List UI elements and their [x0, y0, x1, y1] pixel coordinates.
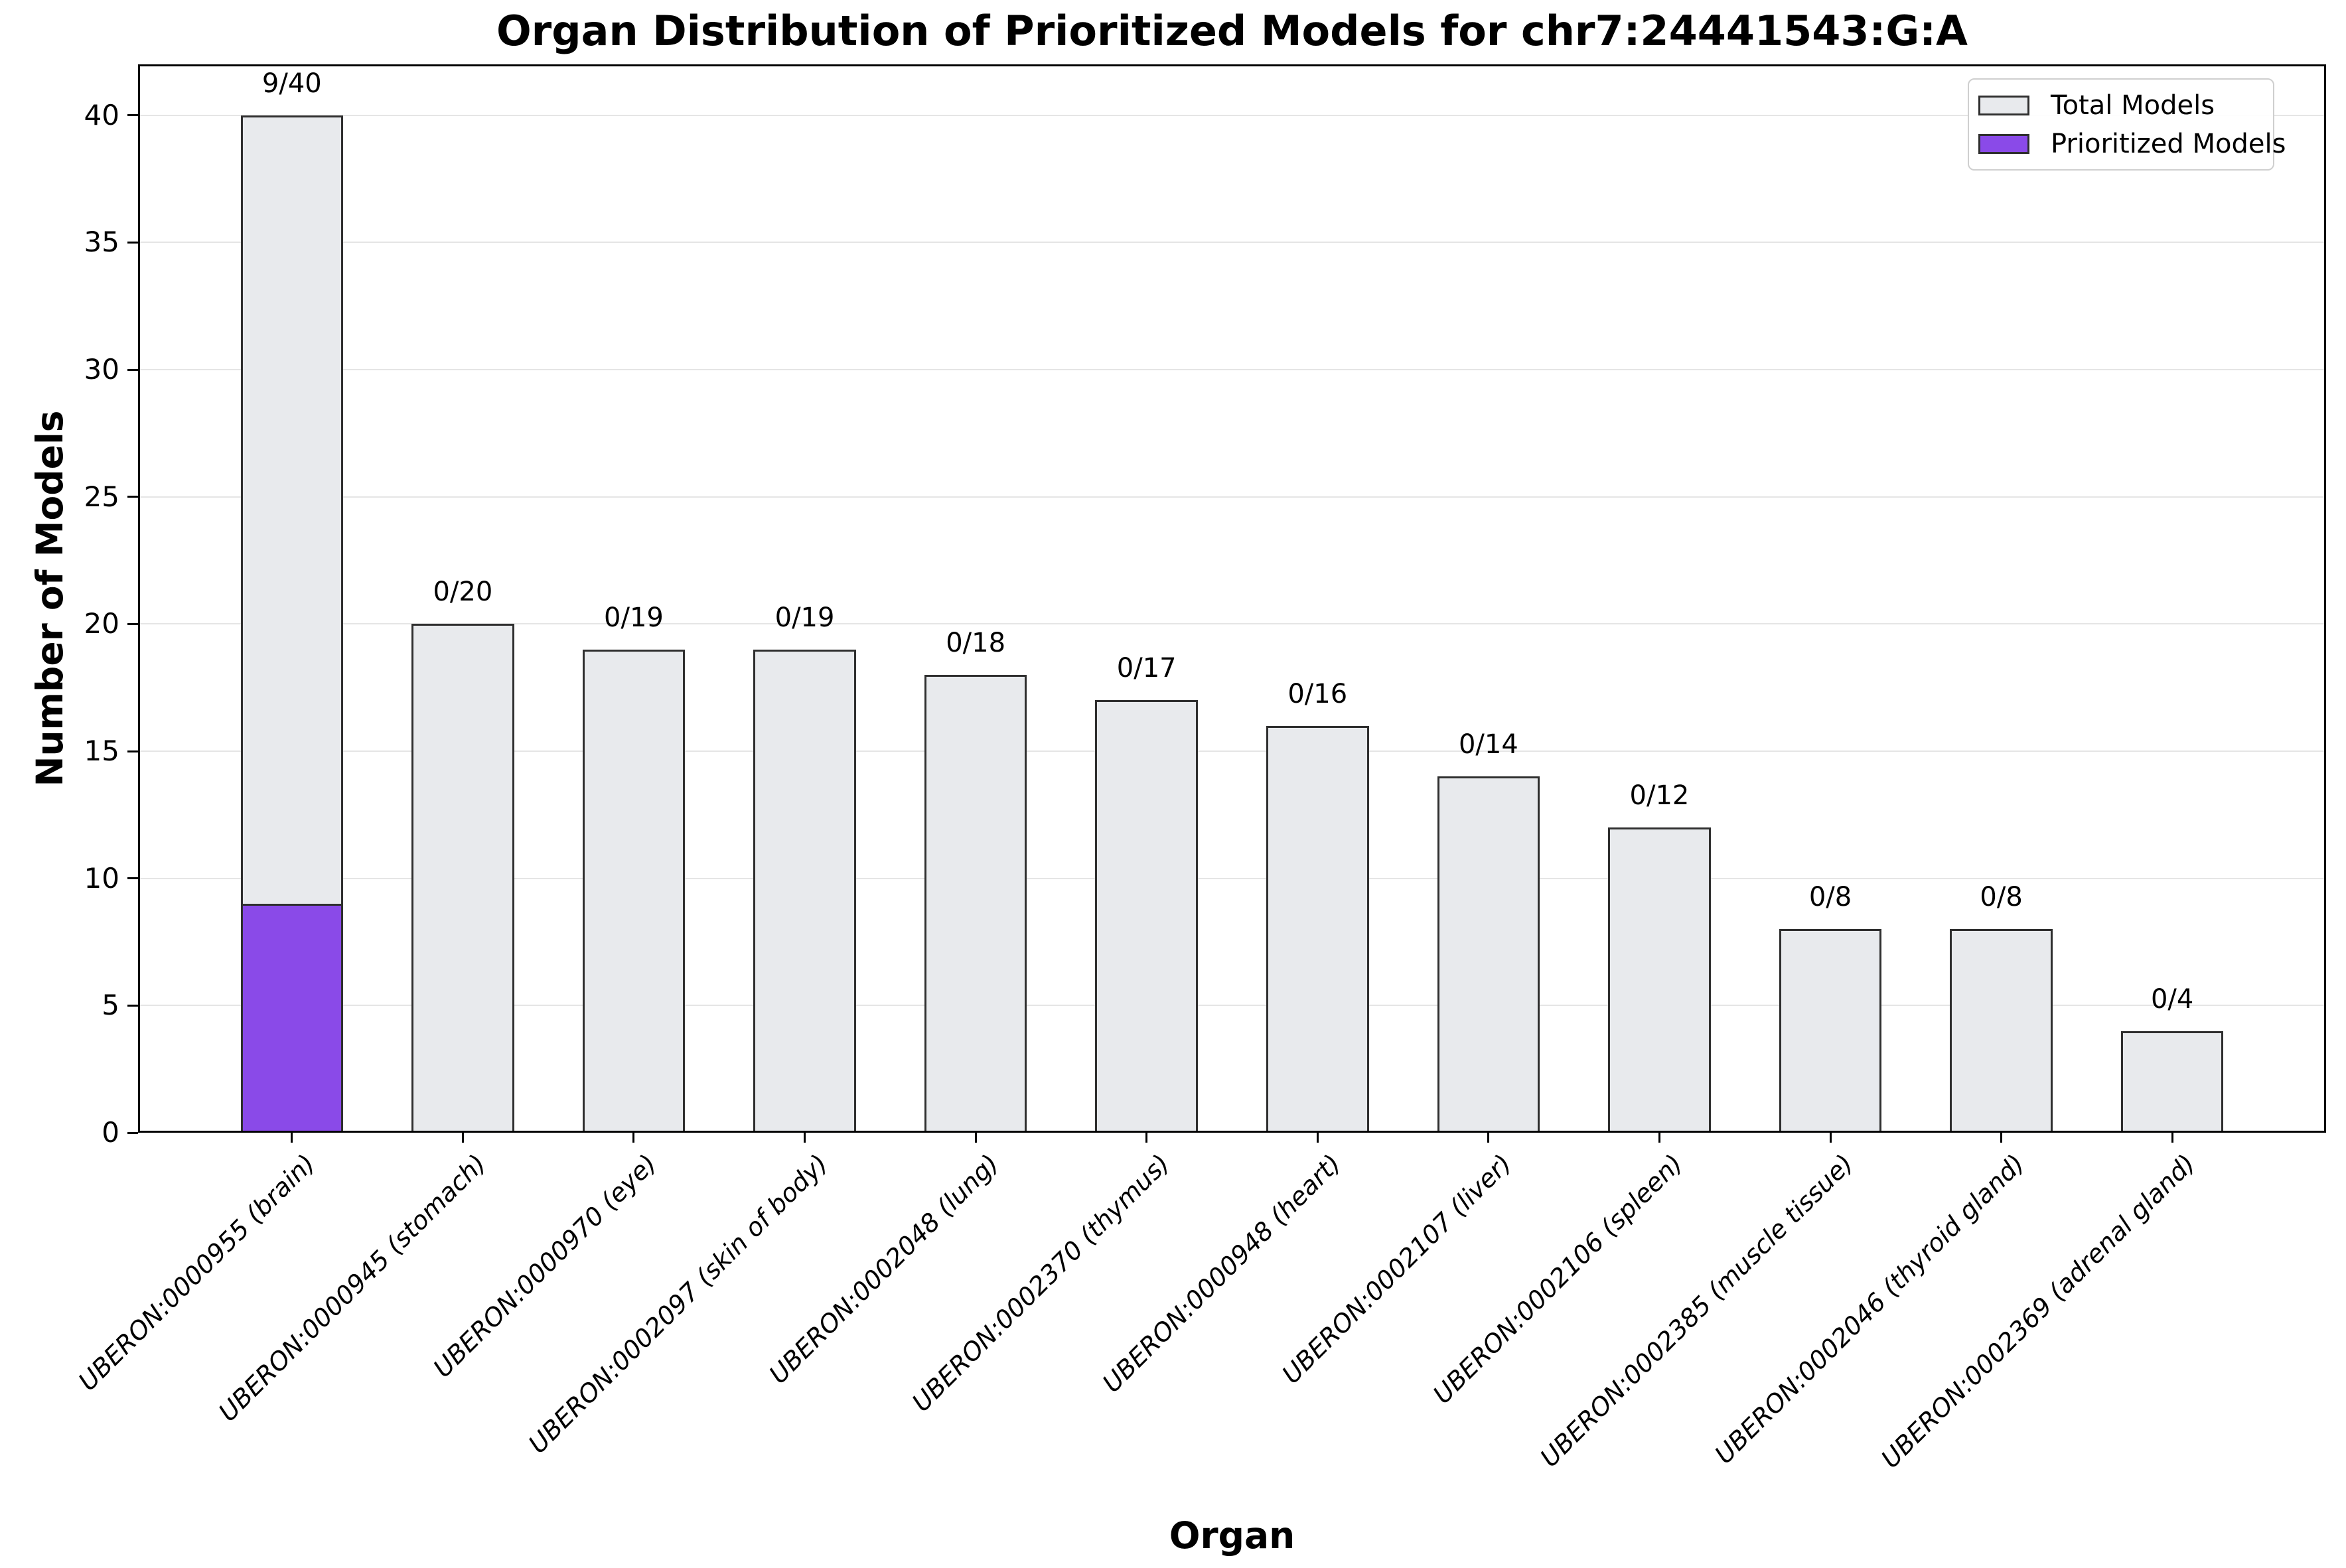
gridline	[138, 623, 2326, 625]
gridline	[138, 369, 2326, 370]
total-bar	[1095, 700, 1198, 1133]
y-tick-mark	[127, 1131, 138, 1134]
x-tick-mark	[1316, 1133, 1319, 1143]
y-tick-mark	[127, 750, 138, 752]
y-tick-mark	[127, 496, 138, 498]
x-tick-mark	[2000, 1133, 2003, 1143]
legend-label-total: Total Models	[2051, 90, 2215, 121]
gridline	[138, 750, 2326, 752]
y-tick-label: 15	[84, 735, 119, 767]
bar-value-label: 0/8	[1808, 882, 1852, 913]
bar-value-label: 0/4	[2150, 983, 2194, 1015]
total-bar	[411, 624, 514, 1133]
total-bar	[1950, 929, 2053, 1133]
x-tick-mark	[974, 1133, 977, 1143]
y-tick-label: 20	[84, 607, 119, 640]
bar-value-label: 9/40	[261, 68, 322, 99]
prioritized-bar	[240, 904, 344, 1133]
total-bar	[924, 675, 1027, 1133]
bar-value-label: 0/12	[1629, 780, 1690, 811]
y-tick-mark	[127, 1004, 138, 1007]
x-tick-mark	[632, 1133, 635, 1143]
y-tick-label: 5	[102, 989, 119, 1022]
x-tick-mark	[291, 1133, 293, 1143]
gridline	[138, 496, 2326, 498]
prioritized-models-swatch	[1978, 133, 2029, 154]
total-models-swatch	[1978, 95, 2029, 115]
gridline	[138, 877, 2326, 879]
bar-value-label: 0/14	[1458, 729, 1518, 760]
y-tick-label: 10	[84, 861, 119, 894]
chart-title: Organ Distribution of Prioritized Models…	[496, 7, 1968, 55]
x-tick-mark	[1658, 1133, 1660, 1143]
bar-value-label: 0/8	[1980, 882, 2023, 913]
bar-value-label: 0/16	[1287, 678, 1348, 709]
total-bar	[2120, 1031, 2224, 1133]
total-bar	[582, 649, 686, 1133]
total-bar	[1608, 827, 1711, 1133]
x-tick-mark	[1829, 1133, 1832, 1143]
x-tick-label: UBERON:0000945 (stomach)	[212, 1149, 492, 1427]
bar-value-label: 0/18	[946, 628, 1006, 658]
x-tick-label: UBERON:0002097 (skin of body)	[522, 1149, 834, 1459]
y-tick-mark	[127, 622, 138, 625]
y-tick-mark	[127, 368, 138, 371]
y-tick-label: 35	[84, 226, 119, 259]
y-tick-label: 30	[84, 353, 119, 386]
y-tick-label: 0	[102, 1116, 119, 1149]
x-tick-label: UBERON:0002046 (thyroid gland)	[1709, 1149, 2030, 1470]
total-bar	[1779, 929, 1882, 1133]
bar-value-label: 0/20	[433, 577, 493, 608]
x-tick-label: UBERON:0002385 (muscle tissue)	[1534, 1149, 1860, 1473]
x-tick-mark	[2171, 1133, 2173, 1143]
bar-value-label: 0/19	[774, 602, 835, 633]
y-tick-label: 25	[84, 480, 119, 513]
x-tick-mark	[1145, 1133, 1148, 1143]
y-tick-mark	[127, 114, 138, 117]
x-axis-label: Organ	[1169, 1514, 1295, 1557]
bar-value-label: 0/17	[1116, 653, 1177, 684]
y-tick-label: 40	[84, 98, 119, 131]
bar-value-label: 0/19	[604, 602, 664, 633]
x-tick-label: UBERON:0002369 (adrenal gland)	[1875, 1149, 2201, 1474]
total-bar	[753, 649, 856, 1133]
x-tick-mark	[461, 1133, 464, 1143]
legend-item-prioritized: Prioritized Models	[1978, 129, 2286, 159]
x-tick-mark	[1487, 1133, 1490, 1143]
legend-item-total: Total Models	[1978, 90, 2273, 121]
x-tick-mark	[804, 1133, 806, 1143]
legend-label-prioritized: Prioritized Models	[2051, 128, 2286, 159]
y-tick-mark	[127, 877, 138, 880]
gridline	[138, 242, 2326, 244]
total-bar	[1437, 776, 1540, 1133]
total-bar	[1266, 725, 1369, 1133]
y-axis-label: Number of Models	[29, 410, 71, 787]
y-tick-mark	[127, 241, 138, 244]
gridline	[138, 1005, 2326, 1007]
gridline	[138, 114, 2326, 116]
legend: Total Models Prioritized Models	[1968, 78, 2286, 171]
